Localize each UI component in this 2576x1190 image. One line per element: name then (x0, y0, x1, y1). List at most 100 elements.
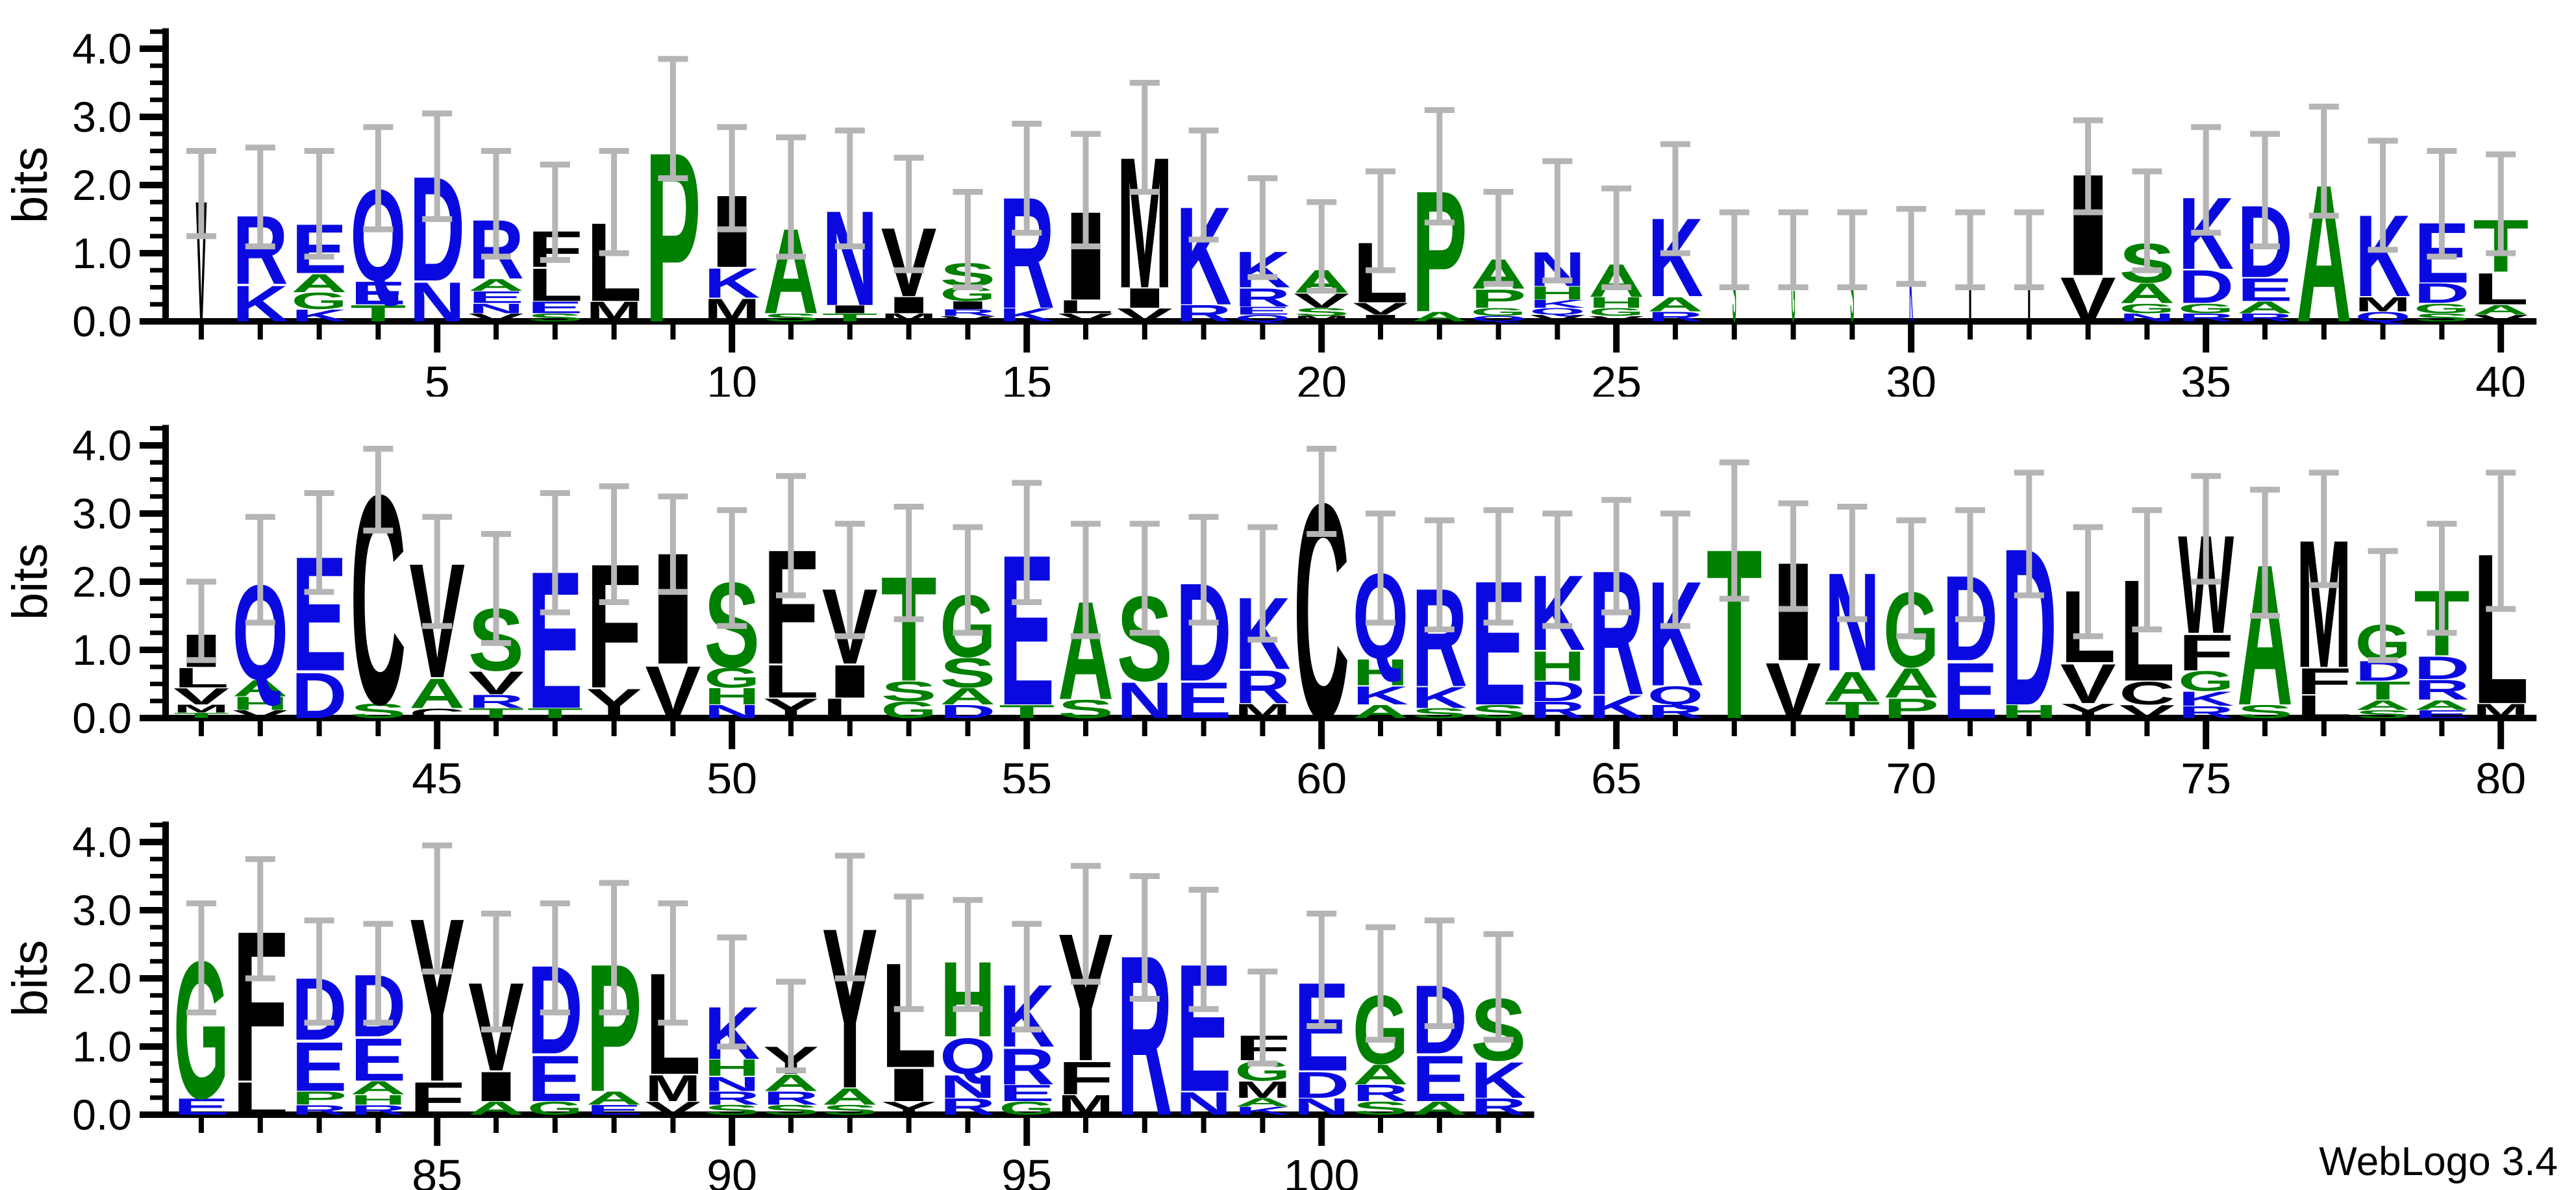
svg-text:F: F (2178, 624, 2234, 682)
svg-text:2.0: 2.0 (72, 558, 132, 606)
svg-text:A: A (292, 269, 347, 298)
svg-text:I: I (940, 299, 995, 312)
svg-text:35: 35 (2181, 357, 2231, 397)
svg-text:S: S (1412, 706, 1468, 721)
svg-text:G: G (2119, 301, 2175, 316)
svg-text:V: V (645, 1098, 701, 1119)
svg-text:E: E (2414, 708, 2470, 721)
svg-text:S: S (940, 649, 995, 696)
svg-text:H: H (350, 1092, 406, 1108)
svg-text:N: N (1294, 1093, 1349, 1119)
svg-text:N: N (409, 270, 465, 333)
svg-text:0.0: 0.0 (72, 1091, 132, 1139)
svg-text:10: 10 (707, 357, 757, 397)
svg-text:H: H (1353, 652, 1408, 693)
svg-text:0.0: 0.0 (72, 297, 132, 345)
svg-text:I: I (1117, 282, 1173, 314)
svg-text:N: N (468, 301, 524, 316)
svg-text:K: K (1529, 298, 1585, 310)
svg-text:V: V (173, 683, 229, 709)
svg-text:E: E (2237, 271, 2293, 308)
svg-text:S: S (1294, 306, 1349, 318)
svg-text:L: L (232, 1073, 288, 1125)
svg-text:T: T (999, 701, 1055, 722)
svg-text:A: A (2237, 298, 2293, 317)
svg-text:A: A (1412, 309, 1468, 325)
svg-text:M: M (645, 1068, 701, 1109)
svg-text:90: 90 (707, 1150, 757, 1190)
svg-text:R: R (704, 1087, 760, 1108)
svg-text:N: N (704, 701, 760, 722)
svg-text:V: V (2060, 264, 2116, 335)
svg-text:F: F (2296, 661, 2352, 702)
svg-text:H: H (232, 693, 288, 713)
svg-text:R: R (1647, 309, 1703, 325)
svg-text:Q: Q (1647, 681, 1703, 710)
svg-text:Y: Y (763, 693, 819, 724)
svg-text:T: T (1824, 697, 1880, 723)
svg-text:V: V (1766, 646, 1821, 735)
svg-text:65: 65 (1591, 754, 1642, 793)
svg-text:75: 75 (2181, 754, 2231, 793)
svg-text:A: A (1353, 1059, 1408, 1090)
svg-text:L: L (2296, 688, 2352, 725)
svg-text:M: M (1058, 1089, 1114, 1121)
svg-text:R: R (1353, 1080, 1408, 1106)
svg-text:T: T (468, 706, 524, 721)
svg-text:H: H (1529, 643, 1585, 689)
svg-text:R: R (2414, 675, 2470, 706)
svg-text:20: 20 (1296, 357, 1347, 397)
svg-text:V: V (468, 664, 524, 701)
svg-text:N: N (704, 1072, 760, 1095)
svg-text:V: V (232, 708, 288, 721)
svg-text:S: S (881, 676, 937, 707)
svg-text:S: S (763, 312, 819, 324)
svg-text:I: I (822, 656, 878, 708)
svg-text:A: A (2414, 697, 2470, 713)
svg-text:F: F (1058, 1052, 1114, 1104)
sequence-logo-row-3: 0.01.02.03.04.0bitsEGLFRPEDRHAED85FYAIVG… (3, 818, 1534, 1190)
svg-text:V: V (2119, 701, 2175, 722)
svg-text:R: R (350, 1102, 406, 1118)
svg-text:T: T (2355, 676, 2411, 706)
svg-text:V: V (1588, 315, 1644, 323)
svg-text:T: T (527, 706, 583, 721)
svg-text:H: H (1529, 282, 1585, 303)
svg-text:D: D (1529, 676, 1585, 707)
svg-text:A: A (232, 675, 288, 701)
svg-text:V: V (1353, 299, 1408, 318)
svg-text:K: K (1471, 1052, 1527, 1109)
svg-text:S: S (763, 1102, 819, 1118)
svg-text:R: R (2178, 312, 2234, 324)
svg-text:A: A (2473, 302, 2529, 317)
svg-text:D: D (292, 660, 347, 732)
svg-text:L: L (173, 662, 229, 693)
svg-text:N: N (2119, 312, 2175, 324)
svg-text:bits: bits (3, 543, 58, 620)
svg-text:3.0: 3.0 (72, 93, 132, 141)
svg-text:S: S (350, 699, 406, 722)
svg-text:R: R (2178, 703, 2234, 722)
svg-text:60: 60 (1296, 754, 1347, 793)
svg-text:45: 45 (412, 754, 462, 793)
svg-text:S: S (822, 1102, 878, 1118)
svg-text:Q: Q (940, 1028, 995, 1085)
svg-text:30: 30 (1886, 357, 1936, 397)
svg-text:S: S (1353, 1098, 1408, 1119)
svg-text:G: G (881, 697, 937, 723)
svg-text:A: A (940, 683, 995, 709)
svg-text:15: 15 (1001, 357, 1052, 397)
svg-text:E: E (173, 1093, 229, 1119)
svg-text:C: C (409, 706, 465, 721)
svg-text:M: M (2355, 293, 2411, 316)
svg-text:25: 25 (1591, 357, 1642, 397)
svg-text:2.0: 2.0 (72, 161, 132, 209)
svg-text:A: A (468, 1098, 524, 1119)
svg-text:K: K (704, 260, 760, 306)
svg-text:G: G (1588, 306, 1644, 318)
svg-text:R: R (1176, 300, 1232, 326)
svg-text:V: V (940, 315, 995, 323)
svg-text:Q: Q (1529, 306, 1585, 317)
svg-text:R: R (1234, 283, 1290, 312)
